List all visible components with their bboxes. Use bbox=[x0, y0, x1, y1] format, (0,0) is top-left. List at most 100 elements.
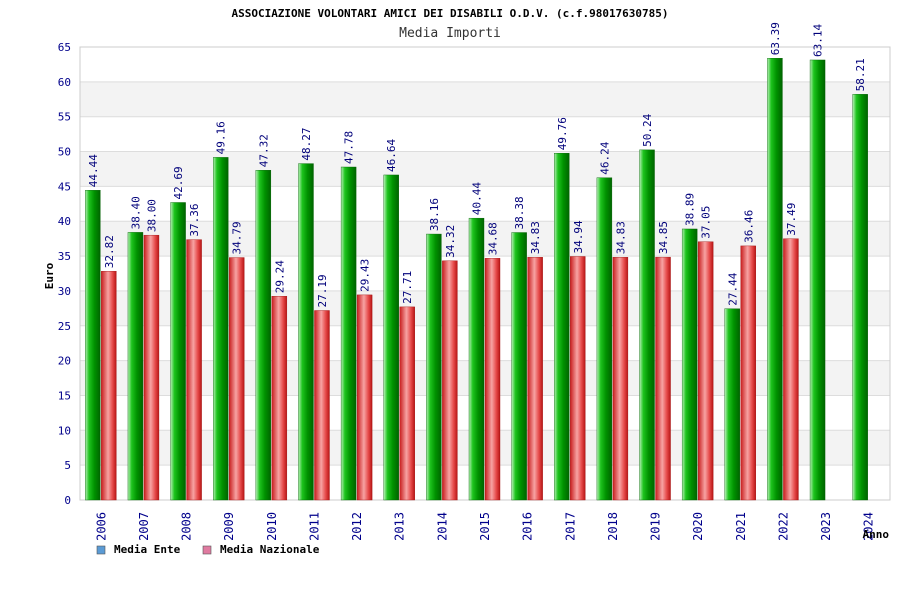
legend-label: Media Ente bbox=[114, 543, 181, 556]
bar-value-label: 32.82 bbox=[103, 235, 116, 268]
bar-media-nazionale bbox=[229, 257, 245, 501]
y-tick-label: 40 bbox=[58, 215, 71, 228]
y-tick-label: 5 bbox=[64, 459, 71, 472]
y-axis-label: Euro bbox=[43, 262, 56, 289]
y-tick-label: 10 bbox=[58, 424, 71, 437]
x-axis: 2006 2007 2008 2009 2010 2011 2012 2013 2014 2015… bbox=[94, 512, 875, 541]
legend-swatch bbox=[202, 545, 212, 555]
bar-media-nazionale bbox=[143, 234, 160, 501]
bar-value-label: 34.83 bbox=[529, 221, 542, 254]
bar-media-nazionale bbox=[399, 306, 415, 501]
x-tick-label: 2020 bbox=[691, 512, 705, 541]
bar-value-label: 50.24 bbox=[641, 113, 654, 146]
bar-media-ente bbox=[85, 190, 101, 501]
bar-media-nazionale bbox=[612, 257, 629, 501]
bar-media-ente bbox=[809, 59, 826, 501]
legend: Media Ente Media Nazionale bbox=[96, 543, 320, 556]
bar-value-label: 38.00 bbox=[145, 199, 158, 232]
x-tick-label: 2009 bbox=[222, 512, 236, 541]
bar-media-nazionale bbox=[271, 296, 288, 501]
bar-value-label: 38.89 bbox=[684, 193, 697, 226]
bar-value-label: 34.94 bbox=[572, 220, 585, 253]
bar-value-label: 34.68 bbox=[487, 222, 500, 255]
bar-value-label: 38.16 bbox=[428, 198, 441, 231]
x-tick-label: 2021 bbox=[734, 512, 748, 541]
y-tick-label: 15 bbox=[58, 389, 71, 402]
chart-subtitle: Media Importi bbox=[399, 26, 501, 41]
bar-media-nazionale bbox=[697, 241, 714, 501]
bar-value-label: 49.76 bbox=[556, 117, 569, 150]
x-tick-label: 2012 bbox=[350, 512, 364, 541]
x-tick-label: 2016 bbox=[521, 512, 535, 541]
bar-media-ente bbox=[468, 217, 485, 501]
x-tick-label: 2023 bbox=[819, 512, 833, 541]
bar-media-ente bbox=[340, 166, 357, 501]
chart-title: ASSOCIAZIONE VOLONTARI AMICI DEI DISABIL… bbox=[231, 7, 668, 20]
bar-value-label: 49.16 bbox=[215, 121, 228, 154]
bar-media-ente bbox=[213, 157, 229, 501]
bar-media-nazionale bbox=[740, 245, 756, 501]
x-tick-label: 2010 bbox=[265, 512, 279, 541]
bar-value-label: 34.83 bbox=[614, 221, 627, 254]
bar-value-label: 42.69 bbox=[172, 166, 185, 199]
x-tick-label: 2006 bbox=[94, 512, 108, 541]
bar-value-label: 63.14 bbox=[812, 23, 825, 56]
bar-value-label: 37.05 bbox=[700, 206, 713, 239]
bar-value-label: 46.64 bbox=[385, 138, 398, 171]
x-tick-label: 2011 bbox=[307, 512, 321, 541]
grid-band bbox=[80, 81, 890, 117]
bar-media-nazionale bbox=[655, 256, 671, 501]
x-tick-label: 2015 bbox=[478, 512, 492, 541]
bar-value-label: 38.38 bbox=[513, 196, 526, 229]
bar-media-nazionale bbox=[527, 257, 543, 501]
bar-value-label: 40.44 bbox=[471, 182, 484, 215]
x-tick-label: 2007 bbox=[137, 512, 151, 541]
bar-media-ente bbox=[596, 177, 613, 501]
bar-media-nazionale bbox=[570, 256, 586, 501]
bar-value-label: 58.21 bbox=[854, 58, 867, 91]
bar-value-label: 47.78 bbox=[343, 131, 356, 164]
bar-value-label: 34.79 bbox=[231, 221, 244, 254]
legend-item-media-ente: Media Ente bbox=[96, 543, 181, 556]
bar-media-nazionale bbox=[783, 238, 799, 501]
y-tick-label: 60 bbox=[58, 76, 71, 89]
y-tick-label: 45 bbox=[58, 180, 71, 193]
bar-value-label: 63.39 bbox=[769, 22, 782, 55]
x-tick-label: 2017 bbox=[563, 512, 577, 541]
bar-value-label: 37.36 bbox=[188, 204, 201, 237]
bar-media-ente bbox=[767, 58, 783, 501]
bar-media-nazionale bbox=[356, 294, 373, 501]
bar-media-ente bbox=[852, 94, 868, 501]
bar-value-label: 47.32 bbox=[257, 134, 270, 167]
bar-value-label: 46.24 bbox=[598, 141, 611, 174]
bar-value-label: 27.44 bbox=[726, 272, 739, 305]
bar-media-ente bbox=[724, 308, 740, 501]
x-tick-label: 2019 bbox=[649, 512, 663, 541]
bar-value-label: 38.40 bbox=[129, 196, 142, 229]
y-tick-label: 30 bbox=[58, 285, 71, 298]
bar-media-ente bbox=[426, 233, 442, 501]
bar-media-ente bbox=[298, 163, 314, 501]
legend-label: Media Nazionale bbox=[220, 543, 320, 556]
bar-value-label: 48.27 bbox=[300, 127, 313, 160]
bar-media-nazionale bbox=[442, 260, 458, 501]
y-tick-label: 20 bbox=[58, 355, 71, 368]
x-tick-label: 2008 bbox=[180, 512, 194, 541]
bar-value-label: 27.19 bbox=[316, 274, 329, 307]
bar-media-ente bbox=[639, 149, 655, 501]
legend-item-media-nazionale: Media Nazionale bbox=[202, 543, 320, 556]
y-axis: 0 5 10 15 20 25 30 35 40 45 50 55 60 65 bbox=[58, 41, 71, 507]
bar-media-ente bbox=[681, 228, 698, 501]
x-tick-label: 2022 bbox=[776, 512, 790, 541]
x-tick-label: 2024 bbox=[862, 512, 876, 541]
bar-media-nazionale bbox=[101, 271, 117, 501]
bar-media-ente bbox=[511, 232, 527, 501]
bar-value-label: 27.71 bbox=[401, 271, 414, 304]
bar-value-label: 34.32 bbox=[444, 225, 457, 258]
legend-swatch bbox=[96, 545, 106, 555]
y-tick-label: 65 bbox=[58, 41, 71, 54]
y-tick-label: 55 bbox=[58, 111, 71, 124]
